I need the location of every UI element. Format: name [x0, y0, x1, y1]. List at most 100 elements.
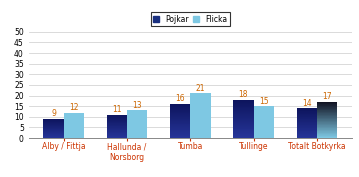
Bar [170, 124, 190, 125]
Bar [297, 111, 317, 112]
Bar [170, 132, 190, 133]
Bar [317, 137, 337, 138]
Bar [233, 124, 253, 125]
Bar [170, 120, 190, 121]
Bar [317, 127, 337, 128]
Bar [107, 129, 127, 130]
Bar [317, 103, 337, 104]
Bar [170, 108, 190, 109]
Bar [233, 113, 253, 114]
Bar [233, 101, 253, 102]
Bar [297, 132, 317, 133]
Bar [297, 128, 317, 129]
Bar [107, 126, 127, 127]
Bar [64, 113, 84, 138]
Bar [317, 123, 337, 124]
Bar [43, 119, 64, 120]
Bar [43, 135, 64, 136]
Bar [233, 131, 253, 132]
Bar [170, 109, 190, 110]
Bar [233, 104, 253, 105]
Bar [107, 122, 127, 123]
Bar [170, 137, 190, 138]
Text: 11: 11 [112, 105, 122, 114]
Bar [107, 132, 127, 133]
Legend: Pojkar, Flicka: Pojkar, Flicka [151, 12, 229, 26]
Bar [43, 126, 64, 127]
Bar [107, 123, 127, 124]
Bar [170, 113, 190, 114]
Bar [233, 115, 253, 116]
Bar [233, 116, 253, 117]
Bar [297, 123, 317, 124]
Bar [297, 119, 317, 120]
Bar [190, 93, 210, 138]
Text: 17: 17 [322, 92, 332, 101]
Bar [43, 122, 64, 123]
Bar [233, 110, 253, 111]
Bar [233, 107, 253, 109]
Bar [317, 126, 337, 127]
Bar [43, 131, 64, 132]
Bar [170, 105, 190, 106]
Bar [43, 120, 64, 121]
Bar [297, 121, 317, 122]
Bar [297, 129, 317, 130]
Bar [107, 130, 127, 131]
Bar [317, 122, 337, 123]
Bar [107, 118, 127, 119]
Bar [297, 124, 317, 125]
Bar [170, 129, 190, 130]
Bar [170, 126, 190, 127]
Bar [107, 125, 127, 126]
Bar [317, 130, 337, 131]
Bar [317, 116, 337, 117]
Bar [317, 106, 337, 107]
Bar [297, 122, 317, 123]
Bar [43, 133, 64, 134]
Text: 15: 15 [259, 97, 269, 105]
Bar [43, 121, 64, 122]
Bar [317, 108, 337, 109]
Bar [170, 128, 190, 129]
Bar [43, 124, 64, 125]
Text: 18: 18 [239, 90, 248, 99]
Bar [107, 115, 127, 116]
Bar [107, 124, 127, 125]
Bar [43, 137, 64, 138]
Bar [170, 106, 190, 107]
Bar [170, 130, 190, 131]
Bar [317, 119, 337, 120]
Text: 16: 16 [175, 95, 185, 103]
Bar [107, 121, 127, 122]
Bar [233, 134, 253, 135]
Bar [297, 114, 317, 115]
Bar [317, 115, 337, 116]
Bar [170, 135, 190, 136]
Bar [317, 131, 337, 132]
Bar [297, 125, 317, 126]
Bar [170, 104, 190, 105]
Bar [107, 119, 127, 120]
Bar [297, 134, 317, 135]
Bar [317, 110, 337, 111]
Bar [170, 127, 190, 128]
Bar [233, 123, 253, 124]
Bar [233, 136, 253, 137]
Text: 9: 9 [51, 109, 56, 118]
Bar [317, 133, 337, 134]
Bar [297, 115, 317, 116]
Bar [107, 133, 127, 134]
Bar [170, 136, 190, 137]
Bar [233, 130, 253, 131]
Bar [43, 130, 64, 131]
Bar [43, 136, 64, 137]
Bar [233, 105, 253, 107]
Bar [233, 112, 253, 113]
Bar [107, 131, 127, 132]
Bar [297, 131, 317, 132]
Bar [297, 118, 317, 119]
Bar [107, 116, 127, 117]
Bar [297, 120, 317, 121]
Bar [233, 132, 253, 133]
